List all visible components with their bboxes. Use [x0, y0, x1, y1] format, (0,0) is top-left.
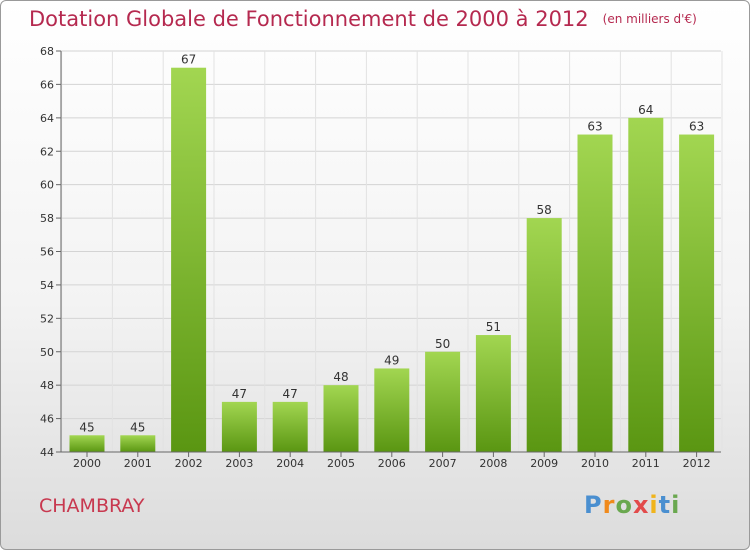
y-tick-label: 66 [40, 78, 54, 91]
bar-2006 [374, 368, 410, 452]
data-label: 49 [384, 353, 399, 367]
data-label: 51 [486, 320, 501, 334]
data-label: 67 [181, 53, 196, 67]
bar-2010 [577, 134, 613, 452]
data-label: 47 [283, 387, 298, 401]
y-tick-label: 54 [40, 279, 54, 292]
bar-2005 [323, 385, 359, 452]
x-tick-label: 2006 [378, 457, 406, 470]
data-label: 45 [130, 420, 145, 434]
y-tick-label: 68 [40, 45, 54, 58]
x-tick-label: 2003 [225, 457, 253, 470]
x-tick-label: 2008 [479, 457, 507, 470]
x-axis: 2000 2001 2002 2003 2004 2005 2006 2007 2008 2009… [61, 451, 721, 470]
y-tick-label: 64 [40, 112, 54, 125]
bar-2011 [628, 117, 664, 452]
y-tick-label: 48 [40, 379, 54, 392]
x-tick-label: 2004 [276, 457, 304, 470]
bar-2000 [69, 435, 105, 452]
data-label: 48 [333, 370, 348, 384]
bars: 45 45 67 47 47 48 49 50 51 58 63 64 63 [69, 53, 715, 452]
y-tick-label: 60 [40, 179, 54, 192]
proxiti-logo: Proxiti [584, 491, 681, 519]
bar-2009 [526, 218, 562, 452]
x-tick-label: 2001 [124, 457, 152, 470]
y-tick-label: 52 [40, 312, 54, 325]
x-tick-label: 2002 [175, 457, 203, 470]
chart-title: Dotation Globale de Fonctionnement de 20… [29, 7, 589, 31]
y-tick-label: 58 [40, 212, 54, 225]
y-tick-label: 62 [40, 145, 54, 158]
bar-2003 [221, 401, 257, 452]
bar-2001 [120, 435, 156, 452]
y-tick-label: 44 [40, 446, 54, 459]
x-tick-label: 2009 [530, 457, 558, 470]
y-tick-label: 50 [40, 346, 54, 359]
data-label: 63 [587, 120, 602, 134]
data-label: 58 [537, 203, 552, 217]
x-tick-label: 2010 [581, 457, 609, 470]
chart-title-block: Dotation Globale de Fonctionnement de 20… [29, 7, 697, 31]
bar-2004 [272, 401, 308, 452]
y-tick-label: 56 [40, 246, 54, 259]
y-axis: 44 46 48 50 52 54 56 58 60 62 64 66 68 [40, 45, 62, 459]
data-label: 50 [435, 337, 450, 351]
x-tick-label: 2007 [429, 457, 457, 470]
data-label: 45 [79, 420, 94, 434]
bar-2002 [171, 67, 207, 452]
place-name: CHAMBRAY [39, 495, 145, 517]
data-label: 47 [232, 387, 247, 401]
bar-2008 [475, 335, 511, 452]
bar-2012 [679, 134, 715, 452]
data-label: 63 [689, 120, 704, 134]
x-tick-label: 2012 [683, 457, 711, 470]
data-label: 64 [638, 103, 653, 117]
bar-2007 [425, 351, 461, 452]
y-tick-label: 46 [40, 413, 54, 426]
chart-unit: (en milliers d'€) [602, 12, 697, 26]
x-tick-label: 2005 [327, 457, 355, 470]
x-tick-label: 2000 [73, 457, 101, 470]
x-tick-label: 2011 [632, 457, 660, 470]
